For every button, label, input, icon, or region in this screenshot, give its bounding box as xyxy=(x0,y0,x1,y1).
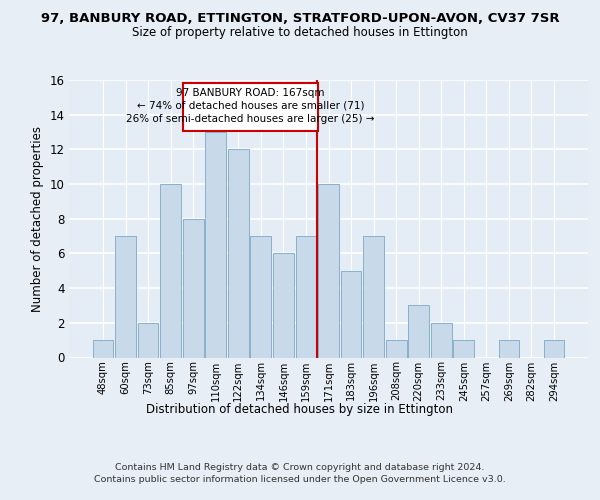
Text: Contains HM Land Registry data © Crown copyright and database right 2024.: Contains HM Land Registry data © Crown c… xyxy=(115,462,485,471)
Text: 97 BANBURY ROAD: 167sqm: 97 BANBURY ROAD: 167sqm xyxy=(176,88,325,98)
Bar xyxy=(499,340,520,357)
Bar xyxy=(183,219,203,358)
Bar xyxy=(544,340,565,357)
Bar xyxy=(92,340,113,357)
Bar xyxy=(115,236,136,358)
Bar xyxy=(137,323,158,358)
Bar xyxy=(341,271,361,358)
Bar xyxy=(454,340,474,357)
Text: 26% of semi-detached houses are larger (25) →: 26% of semi-detached houses are larger (… xyxy=(127,114,375,124)
Bar xyxy=(205,132,226,358)
Bar xyxy=(250,236,271,358)
Y-axis label: Number of detached properties: Number of detached properties xyxy=(31,126,44,312)
Bar xyxy=(228,150,248,358)
FancyBboxPatch shape xyxy=(183,82,319,131)
Bar xyxy=(296,236,316,358)
Text: Contains public sector information licensed under the Open Government Licence v3: Contains public sector information licen… xyxy=(94,475,506,484)
Text: Distribution of detached houses by size in Ettington: Distribution of detached houses by size … xyxy=(146,402,454,415)
Bar xyxy=(160,184,181,358)
Text: ← 74% of detached houses are smaller (71): ← 74% of detached houses are smaller (71… xyxy=(137,101,364,111)
Bar xyxy=(431,323,452,358)
Text: Size of property relative to detached houses in Ettington: Size of property relative to detached ho… xyxy=(132,26,468,39)
Bar xyxy=(318,184,339,358)
Bar xyxy=(409,306,429,358)
Bar xyxy=(386,340,407,357)
Bar xyxy=(363,236,384,358)
Bar xyxy=(273,254,294,358)
Text: 97, BANBURY ROAD, ETTINGTON, STRATFORD-UPON-AVON, CV37 7SR: 97, BANBURY ROAD, ETTINGTON, STRATFORD-U… xyxy=(41,12,559,26)
